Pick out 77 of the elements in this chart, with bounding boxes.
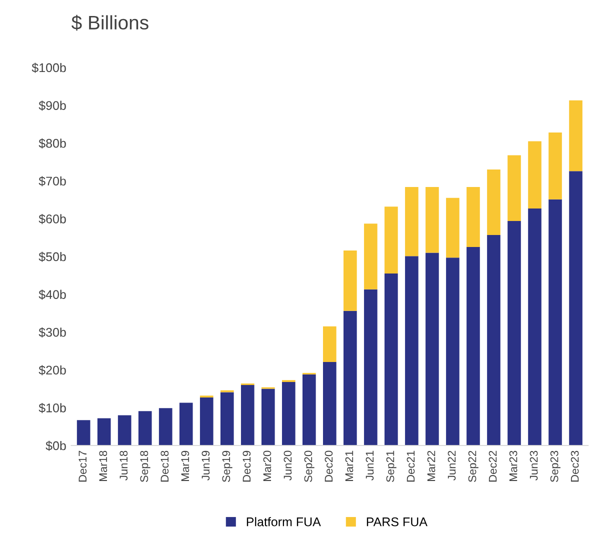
- x-tick-label: Dec20: [324, 450, 333, 482]
- bar: [323, 362, 336, 446]
- x-tick-label: Dec17: [78, 450, 87, 482]
- y-tick-label: $100b: [32, 62, 66, 73]
- y-tick-label: $60b: [38, 214, 66, 224]
- y-tick-label: $40b: [38, 290, 66, 300]
- bar: [508, 220, 521, 446]
- x-tick-label: Mar23: [509, 450, 518, 481]
- bar: [364, 289, 378, 446]
- y-tick-label: $10b: [38, 402, 66, 414]
- y-tick-label: $80b: [38, 138, 66, 148]
- y-tick-label: $30b: [38, 327, 66, 338]
- bar: [384, 206, 398, 274]
- x-tick-label: Sep23: [550, 450, 560, 482]
- bar: [364, 224, 378, 290]
- bar: [487, 234, 500, 446]
- x-tick-label: Sep21: [386, 450, 396, 482]
- x-tick-label: Sep19: [222, 450, 232, 482]
- bar: [466, 186, 480, 248]
- x-tick-label: Sep20: [304, 450, 314, 482]
- x-tick-label: Jun23: [530, 450, 538, 480]
- bar: [569, 171, 582, 446]
- x-tick-label: Jun19: [202, 450, 210, 480]
- bar: [220, 392, 234, 446]
- bar: [179, 402, 193, 446]
- x-tick-label: Dec18: [160, 450, 169, 482]
- bar: [405, 256, 418, 446]
- x-tick-label: Dec23: [570, 450, 579, 482]
- x-tick-label: Mar21: [345, 450, 354, 481]
- y-tick-label: $70b: [38, 176, 66, 186]
- bar: [446, 258, 460, 446]
- bar: [426, 186, 439, 253]
- y-tick-label: $0b: [46, 440, 66, 451]
- bar: [446, 198, 460, 258]
- bar: [548, 199, 562, 446]
- bar: [240, 385, 254, 446]
- x-tick-label: Dec21: [406, 450, 415, 482]
- bar: [384, 274, 398, 446]
- x-tick-label: Mar18: [99, 450, 108, 481]
- y-tick-label: $50b: [38, 252, 66, 262]
- y-tick-label: $20b: [38, 365, 66, 376]
- x-tick-label: Mar19: [181, 450, 190, 481]
- bar: [138, 411, 152, 446]
- bar: [405, 186, 418, 256]
- bar: [261, 388, 275, 446]
- bar: [323, 326, 336, 362]
- bar: [508, 155, 521, 221]
- bar: [97, 418, 111, 446]
- bar: [548, 132, 562, 200]
- bar: [466, 247, 480, 446]
- bar: [302, 374, 316, 446]
- bar: [282, 382, 296, 446]
- x-tick-label: Jun18: [120, 450, 128, 480]
- x-tick-label: Dec19: [242, 450, 251, 482]
- bar: [158, 408, 172, 446]
- x-tick-label: Mar20: [263, 450, 272, 481]
- legend-label: Platform FUA: [246, 517, 321, 526]
- chart-title: $ Billions: [71, 14, 148, 31]
- x-tick-label: Mar22: [427, 450, 436, 481]
- bar: [569, 100, 582, 172]
- bar: [344, 310, 357, 446]
- legend-label: PARS FUA: [366, 517, 428, 526]
- x-tick-label: Jun20: [284, 450, 292, 480]
- bar: [118, 415, 132, 446]
- x-tick-label: Jun22: [448, 450, 456, 480]
- bar: [528, 208, 542, 446]
- x-tick-label: Sep18: [140, 450, 150, 482]
- bar: [76, 420, 90, 446]
- y-tick-label: $90b: [38, 100, 66, 111]
- bar: [528, 141, 542, 208]
- x-tick-label: Sep22: [468, 450, 478, 482]
- bar: [200, 397, 214, 446]
- bar: [426, 252, 439, 446]
- x-tick-label: Jun21: [366, 450, 374, 480]
- bar: [344, 250, 357, 311]
- bar: [487, 170, 500, 235]
- x-tick-label: Dec22: [488, 450, 497, 482]
